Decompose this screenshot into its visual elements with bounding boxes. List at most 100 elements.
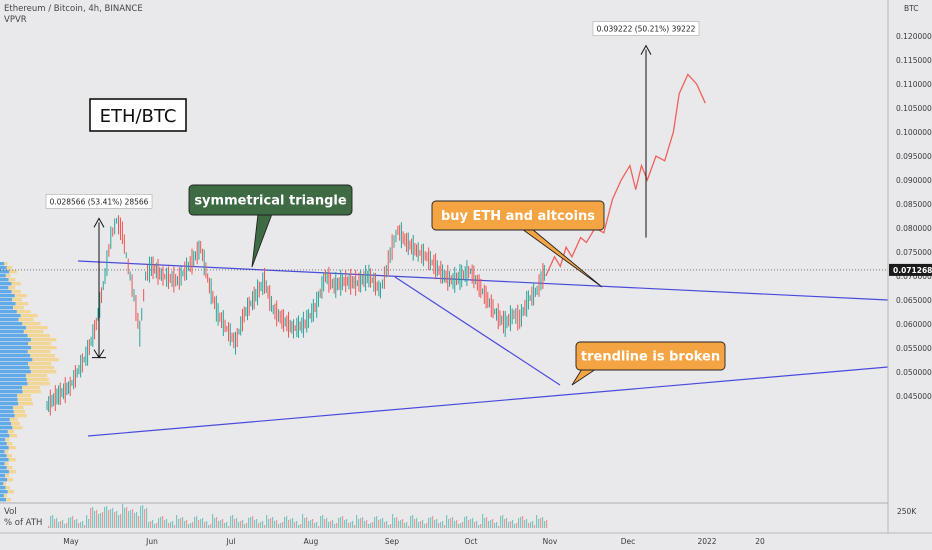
volume-bar xyxy=(166,519,168,528)
volume-bar xyxy=(328,522,330,528)
volume-bar xyxy=(260,522,262,528)
volume-profile-bar-yellow xyxy=(25,374,48,378)
y-tick-label: 0.085000 xyxy=(896,200,932,209)
volume-bar xyxy=(352,521,354,528)
time-axis[interactable]: May Jun Jul Aug Sep Oct Nov Dec 2022 20 xyxy=(63,537,765,546)
y-tick-label: 0.120000 xyxy=(896,32,932,41)
volume-profile-bar-yellow xyxy=(4,462,9,466)
volume-bar xyxy=(108,510,110,528)
volume-profile-bar-blue xyxy=(0,386,23,390)
volume-bar xyxy=(56,518,58,528)
volume-bar xyxy=(296,521,298,528)
volume-bar xyxy=(418,522,420,528)
x-tick-label: Oct xyxy=(465,537,478,546)
volume-bar xyxy=(58,522,60,528)
volume-bar xyxy=(198,520,200,528)
volume-bar xyxy=(346,519,348,528)
volume-bar xyxy=(180,518,182,528)
volume-profile-bar-blue xyxy=(0,402,19,406)
volume-profile-bar-yellow xyxy=(30,338,57,342)
annotation-3-box[interactable] xyxy=(575,341,726,371)
volume-bar xyxy=(380,519,382,528)
volume-bar xyxy=(136,512,138,528)
volume-profile-bar-yellow xyxy=(28,362,52,366)
volume-bar xyxy=(286,516,288,528)
volume-profile-bar-blue xyxy=(0,322,23,326)
volume-bar xyxy=(184,521,186,528)
volume-profile-bar-blue xyxy=(0,310,17,314)
volume-bar xyxy=(104,507,106,528)
volume-bar xyxy=(458,524,460,528)
volume-profile-bar-blue xyxy=(0,338,31,342)
x-tick-label: Jun xyxy=(145,537,158,546)
volume-profile-bar-blue xyxy=(0,314,21,318)
volume-bar xyxy=(126,507,128,528)
volume-profile-bar-blue xyxy=(0,458,9,462)
volume-bar xyxy=(182,517,184,528)
volume-bar xyxy=(448,519,450,528)
volume-profile-bar-blue xyxy=(0,274,6,278)
volume-bar xyxy=(230,516,232,528)
volume-bar xyxy=(122,504,124,528)
volume-bar xyxy=(60,521,62,528)
volume-profile-bar-yellow xyxy=(4,450,9,454)
volume-profile-bar-yellow xyxy=(13,410,26,414)
volume-bar xyxy=(538,519,540,528)
volume-bar xyxy=(276,520,278,528)
volume-bar xyxy=(228,526,230,528)
volume-profile-bar-yellow xyxy=(8,286,16,290)
price-axis[interactable]: 0.120000 0.115000 0.110000 0.105000 0.100000… xyxy=(889,32,932,401)
annotation-2-box[interactable] xyxy=(431,200,605,231)
volume-bar xyxy=(178,519,180,528)
descending-trendline[interactable] xyxy=(394,276,561,386)
volume-bar xyxy=(298,525,300,528)
volume-profile-bar-blue xyxy=(0,290,12,294)
x-tick-label: Dec xyxy=(621,537,636,546)
measure-1-arrow xyxy=(93,217,105,228)
volume-bar xyxy=(244,524,246,528)
volume-bar xyxy=(50,516,52,528)
volume-bar xyxy=(510,521,512,528)
volume-bar xyxy=(120,514,122,528)
volume-profile-bar-yellow xyxy=(9,434,18,438)
volume-bar xyxy=(388,525,390,528)
volume-profile-bar-blue xyxy=(0,438,6,442)
volume-bar xyxy=(238,522,240,528)
volume-bar xyxy=(264,525,266,528)
volume-bar xyxy=(206,521,208,528)
measure-2-arrow xyxy=(640,44,652,55)
volume-bar xyxy=(488,521,490,528)
volume-bar xyxy=(312,519,314,528)
currency-label: BTC xyxy=(904,4,919,13)
volume-bar xyxy=(490,520,492,528)
volume-profile-bar-blue xyxy=(0,498,7,502)
volume-profile-bar-blue xyxy=(0,442,7,446)
y-tick-label: 0.100000 xyxy=(896,128,932,137)
volume-bar xyxy=(504,519,506,528)
volume-bar xyxy=(522,516,524,528)
volume-profile-bar-yellow xyxy=(29,366,54,370)
measurements: 0.028566 (53.41%) 28566 0.039222 (50.21%)… xyxy=(45,21,700,359)
volume-profile-bar-blue xyxy=(0,330,24,334)
lower-trendline[interactable] xyxy=(87,366,889,437)
volume-bar xyxy=(192,522,194,528)
volume-profile-bar-yellow xyxy=(22,322,41,326)
y-tick-label: 0.065000 xyxy=(896,296,932,305)
y-tick-label: 0.045000 xyxy=(896,392,932,401)
volume-bar xyxy=(420,521,422,528)
volume-bar xyxy=(366,520,368,528)
measure-1-label: 0.028566 (53.41%) 28566 xyxy=(50,197,149,206)
annotation-1-box[interactable] xyxy=(188,184,353,216)
upper-trendline[interactable] xyxy=(77,260,889,301)
volume-profile-bar-yellow xyxy=(27,350,51,354)
volume-bar xyxy=(240,521,242,528)
volume-profile-bar-yellow xyxy=(27,382,50,386)
volume-bar xyxy=(82,521,84,528)
volume-bar xyxy=(532,521,534,528)
volume-bar xyxy=(386,521,388,528)
volume-bar xyxy=(344,520,346,528)
volume-profile-bar-blue xyxy=(0,474,6,478)
volume-bar xyxy=(468,520,470,528)
volume-bar xyxy=(220,520,222,528)
volume-bar xyxy=(62,520,64,528)
